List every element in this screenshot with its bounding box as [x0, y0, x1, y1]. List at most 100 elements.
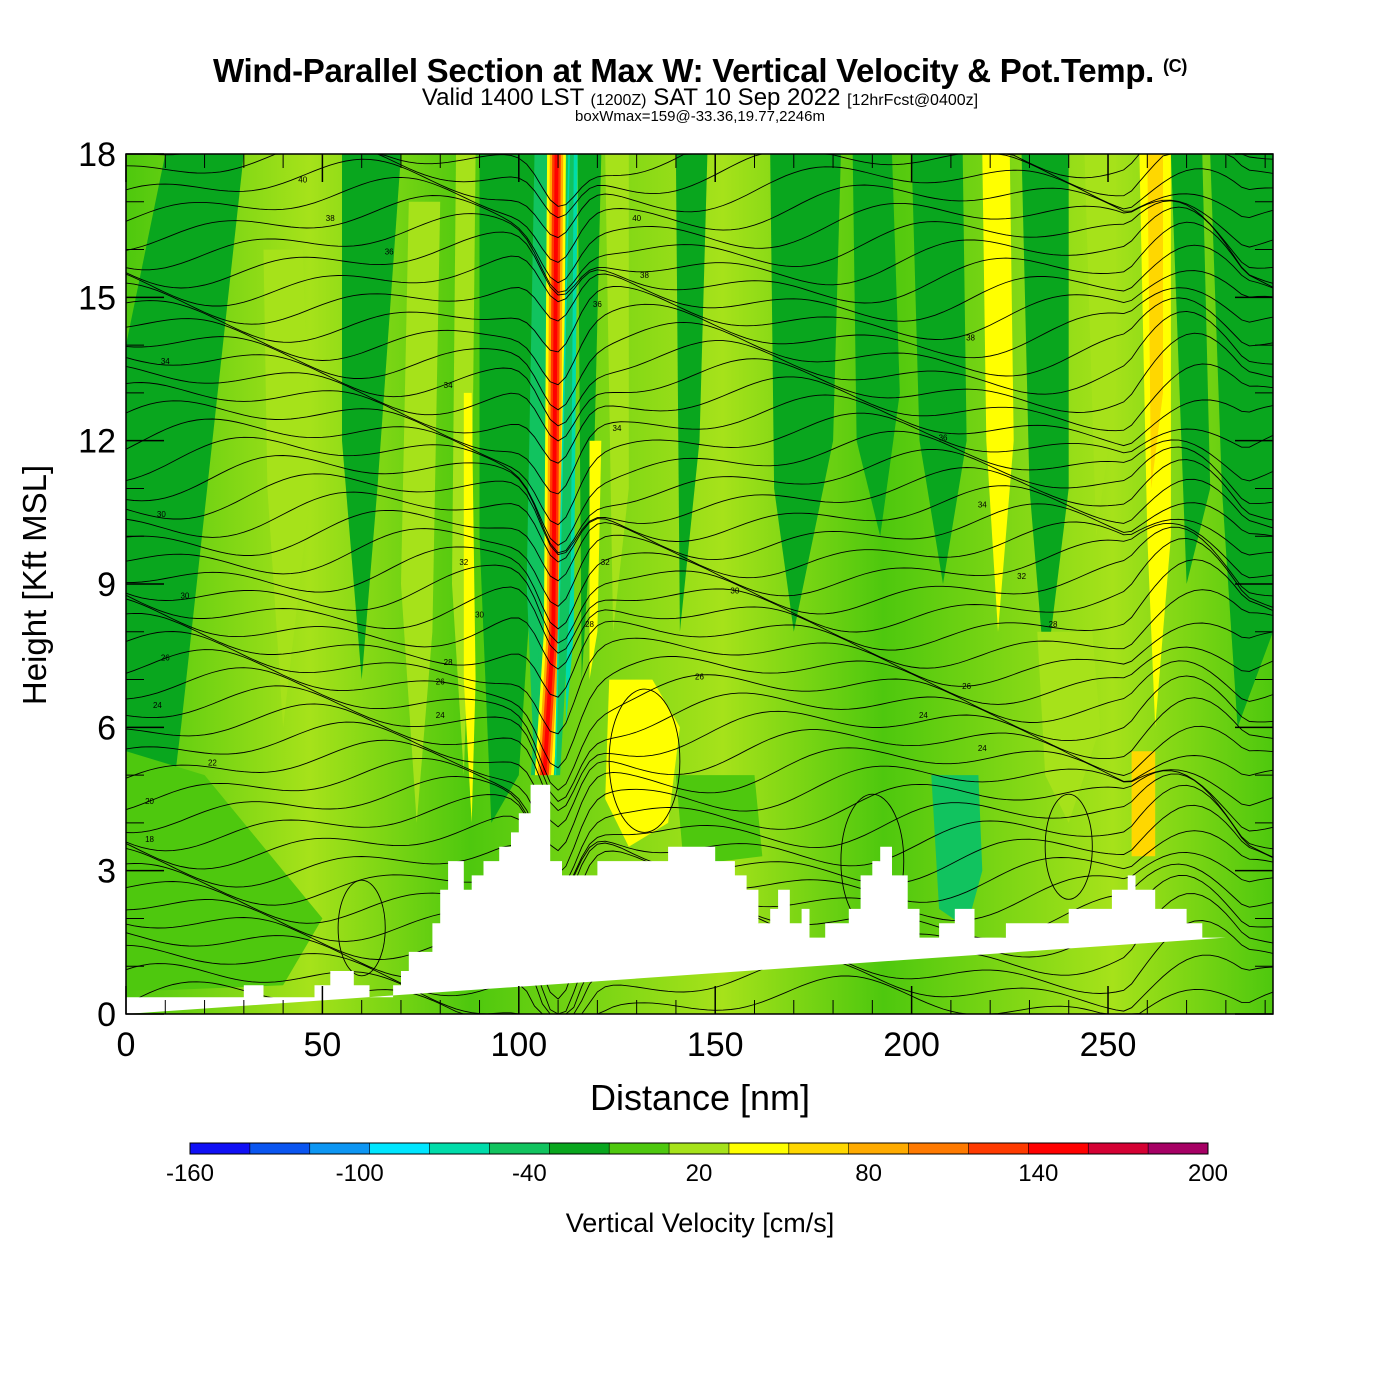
theta-contour-label: 30	[730, 587, 739, 596]
copyright-mark: (C)	[1162, 56, 1188, 76]
colorbar-tick-label: -160	[165, 1160, 215, 1187]
theta-contour-label: 34	[161, 357, 170, 366]
terrain-profile	[126, 784, 1226, 1014]
theta-contour-label: 24	[919, 711, 928, 720]
theta-contour-line	[126, 537, 1273, 654]
theta-contour-line	[126, 773, 1273, 894]
theta-contour-label: 26	[436, 677, 445, 686]
theta-closed-contour	[337, 879, 386, 977]
theta-contour-label: 26	[962, 682, 971, 691]
theta-contour-label: 26	[695, 673, 704, 682]
theta-contour-label: 38	[640, 271, 649, 280]
theta-contour-label: 34	[978, 501, 987, 510]
x-tick-label: 150	[687, 1026, 744, 1064]
y-tick-label: 0	[97, 996, 116, 1034]
colorbar-swatch	[1148, 1143, 1209, 1154]
colorbar-tick-label: -100	[335, 1160, 384, 1187]
colorbar	[189, 1142, 1209, 1155]
colorbar-tick-label: 140	[1018, 1160, 1059, 1187]
theta-contour-line	[126, 200, 1273, 293]
velocity-band	[479, 154, 535, 823]
y-tick-label: 12	[78, 423, 116, 461]
colorbar-swatch	[968, 1143, 1029, 1154]
velocity-band	[1021, 154, 1069, 680]
forecast-info: [12hrFcst@0400z]	[847, 92, 979, 109]
theta-contour-label: 30	[157, 510, 166, 519]
y-tick-label: 18	[78, 136, 116, 174]
colorbar-swatch	[549, 1143, 610, 1154]
theta-contour-line	[126, 158, 1273, 239]
y-tick-label: 15	[78, 279, 116, 317]
colorbar-swatch	[249, 1143, 311, 1154]
velocity-band	[675, 154, 708, 632]
chart-title: Wind-Parallel Section at Max W: Vertical…	[0, 52, 1400, 90]
colorbar-tick-label: -40	[511, 1160, 547, 1187]
colorbar-swatch	[1028, 1143, 1089, 1154]
theta-contour-label: 30	[475, 610, 484, 619]
theta-contour-line	[126, 522, 1273, 630]
theta-contour-label: 28	[444, 658, 453, 667]
x-tick-label: 0	[117, 1026, 136, 1064]
velocity-band	[342, 154, 401, 680]
colorbar-tick-label: 200	[1187, 1160, 1229, 1187]
velocity-band	[126, 751, 323, 991]
velocity-bands	[126, 154, 1273, 991]
theta-contour-line	[126, 287, 1273, 386]
theta-contour-labels: 40 38 36 34 34 40 38 36 34 38 36 34 32 32 32 30 30 30 30 28…	[145, 176, 1058, 844]
colorbar-swatch	[1088, 1143, 1149, 1154]
colorbar-swatch	[908, 1143, 969, 1154]
theta-contour-line	[126, 770, 1273, 889]
theta-contour-line	[126, 446, 1273, 554]
y-tick-label: 9	[97, 566, 116, 604]
colorbar-swatch	[190, 1143, 251, 1154]
theta-contour-line	[126, 757, 1273, 875]
theta-closed-contour	[608, 688, 681, 833]
theta-contour-label: 38	[326, 214, 335, 223]
theta-contour-line	[126, 154, 1273, 219]
theta-contour-line	[126, 244, 1273, 325]
theta-contour-label: 22	[208, 759, 217, 768]
colorbar-swatch	[429, 1143, 490, 1154]
theta-contour-line	[126, 646, 1273, 769]
theta-contour-line	[126, 526, 1273, 644]
velocity-band	[401, 201, 441, 823]
theta-contour-line	[126, 660, 1273, 791]
x-tick-label: 200	[883, 1026, 940, 1064]
theta-contour-label: 30	[180, 591, 189, 600]
theta-contour-label: 32	[601, 558, 610, 567]
theta-contour-line	[126, 430, 1273, 546]
velocity-field: 40 38 36 34 34 40 38 36 34 38 36 34 32 32 32 30 30 30 30 28…	[126, 154, 1273, 1014]
colorbar-tick-label: 80	[855, 1160, 882, 1187]
valid-date: SAT 10 Sep 2022	[653, 84, 841, 111]
theta-contour-label: 36	[939, 434, 948, 443]
theta-contour-label: 34	[444, 381, 453, 390]
y-tick-label: 3	[97, 853, 116, 891]
x-tick-label: 50	[303, 1026, 341, 1064]
theta-contour-line	[126, 954, 1273, 1014]
theta-contour-line	[126, 622, 1273, 735]
box-wmax-note: boxWmax=159@-33.36,19.77,2246m	[575, 108, 825, 125]
theta-contour-label: 32	[1017, 572, 1026, 581]
colorbar-swatch	[369, 1143, 431, 1154]
theta-contour-line	[126, 310, 1273, 427]
colorbar-tick-label: 20	[685, 1160, 713, 1187]
theta-contour-label: 18	[145, 835, 154, 844]
theta-contour-line	[126, 363, 1273, 464]
theta-contour-label: 26	[161, 653, 170, 662]
theta-contour-label: 24	[153, 701, 162, 710]
theta-contour-line	[126, 195, 1273, 284]
colorbar-swatch	[489, 1143, 550, 1154]
theta-contour-line	[126, 478, 1273, 563]
theta-contour-label: 24	[436, 711, 445, 720]
x-axis-label: Distance [nm]	[590, 1077, 810, 1118]
colorbar-frame	[189, 1142, 1209, 1155]
colorbar-swatch	[309, 1143, 371, 1154]
theta-contour-line	[126, 332, 1273, 442]
velocity-band	[1037, 631, 1101, 823]
y-axis-label: Height [Kft MSL]	[16, 465, 53, 705]
theta-contour-label: 36	[385, 247, 394, 256]
theta-contour-line	[126, 206, 1273, 296]
theta-contour-label: 28	[585, 620, 594, 629]
velocity-band	[263, 249, 311, 728]
